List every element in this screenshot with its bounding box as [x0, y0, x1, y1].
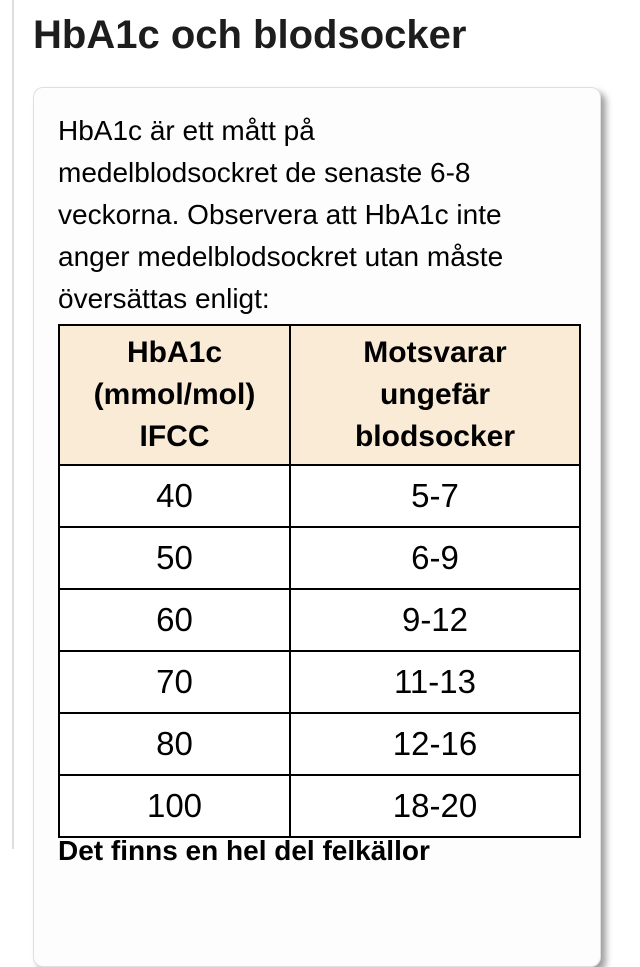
table-row: 40 5-7	[58, 464, 581, 528]
cell-hba1c: 100	[58, 774, 291, 838]
cell-hba1c: 70	[58, 650, 291, 714]
cell-blodsocker: 6-9	[289, 526, 581, 590]
cell-hba1c: 60	[58, 588, 291, 652]
cell-blodsocker: 18-20	[289, 774, 581, 838]
cell-hba1c: 50	[58, 526, 291, 590]
cell-hba1c: 40	[58, 464, 291, 528]
cell-hba1c: 80	[58, 712, 291, 776]
table-row: 60 9-12	[58, 588, 581, 652]
cell-blodsocker: 5-7	[289, 464, 581, 528]
cell-blodsocker: 12-16	[289, 712, 581, 776]
cell-blodsocker: 11-13	[289, 650, 581, 714]
table-row: 50 6-9	[58, 526, 581, 590]
header-cell-hba1c: HbA1c (mmol/mol) IFCC	[58, 324, 291, 466]
hba1c-conversion-table: HbA1c (mmol/mol) IFCC Motsvarar ungefär …	[58, 324, 581, 838]
table-header-row: HbA1c (mmol/mol) IFCC Motsvarar ungefär …	[58, 324, 581, 466]
table-row: 80 12-16	[58, 712, 581, 776]
next-paragraph-partial: Det finns en hel del felkällor	[58, 835, 430, 866]
header-cell-blodsocker: Motsvarar ungefär blodsocker	[289, 324, 581, 466]
content-card: HbA1c är ett mått på medelblodsockret de…	[33, 87, 601, 967]
cell-blodsocker: 9-12	[289, 588, 581, 652]
page-left-border	[12, 0, 14, 849]
table-row: 70 11-13	[58, 650, 581, 714]
page-title: HbA1c och blodsocker	[33, 13, 467, 57]
table-row: 100 18-20	[58, 774, 581, 838]
intro-paragraph: HbA1c är ett mått på medelblodsockret de…	[58, 115, 504, 314]
